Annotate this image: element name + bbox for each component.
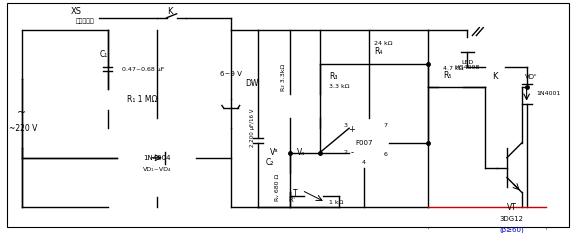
Text: 3DG12: 3DG12 xyxy=(500,216,524,222)
Text: R₁ 1 MΩ: R₁ 1 MΩ xyxy=(127,95,158,104)
Text: C₁: C₁ xyxy=(99,50,108,59)
Bar xyxy=(428,153,547,230)
Text: XS: XS xyxy=(71,7,82,16)
Text: Rᵥ 680 Ω: Rᵥ 680 Ω xyxy=(275,174,280,201)
Text: -: - xyxy=(351,148,354,157)
Text: DW: DW xyxy=(245,79,259,88)
Polygon shape xyxy=(224,99,238,109)
Polygon shape xyxy=(461,38,475,52)
Bar xyxy=(284,173,296,192)
Bar xyxy=(284,94,296,118)
Text: LED
HG4098: LED HG4098 xyxy=(455,60,480,70)
Bar xyxy=(314,94,325,118)
Text: T: T xyxy=(293,189,298,198)
Text: 1N4004: 1N4004 xyxy=(143,155,170,161)
Polygon shape xyxy=(118,118,196,197)
Circle shape xyxy=(10,102,33,125)
Text: 7: 7 xyxy=(384,123,388,128)
Text: R₂ 3.3kΩ: R₂ 3.3kΩ xyxy=(281,63,286,91)
Text: 0.47~0.68 μF: 0.47~0.68 μF xyxy=(122,67,165,72)
Text: C₂: C₂ xyxy=(266,158,274,167)
Text: 6~9 V: 6~9 V xyxy=(220,71,242,77)
Text: 24 kΩ: 24 kΩ xyxy=(374,41,392,46)
Circle shape xyxy=(82,11,90,19)
Bar xyxy=(374,59,403,71)
Text: 3.3 kΩ: 3.3 kΩ xyxy=(329,84,350,89)
Text: (β≥60): (β≥60) xyxy=(499,226,524,233)
Polygon shape xyxy=(349,118,389,168)
Text: 2 200 μF/16 V: 2 200 μF/16 V xyxy=(250,109,255,147)
Text: F007: F007 xyxy=(355,140,373,146)
Text: VDᶜ: VDᶜ xyxy=(525,74,537,80)
Text: ~220 V: ~220 V xyxy=(9,124,37,133)
Bar xyxy=(438,82,463,94)
Text: 4: 4 xyxy=(362,160,366,165)
Text: 6: 6 xyxy=(384,152,388,157)
Text: K: K xyxy=(167,7,172,16)
Text: Rᵀ: Rᵀ xyxy=(289,197,296,203)
Bar xyxy=(485,67,505,87)
Bar xyxy=(304,187,324,205)
Text: VD₁~VD₄: VD₁~VD₄ xyxy=(143,167,171,172)
Text: 3: 3 xyxy=(343,123,347,128)
Text: 1 kΩ: 1 kΩ xyxy=(329,200,344,205)
Text: R₃: R₃ xyxy=(329,72,338,81)
Text: 2: 2 xyxy=(343,150,347,155)
Bar xyxy=(81,8,98,22)
Bar xyxy=(101,89,113,110)
Text: Vᴮ: Vᴮ xyxy=(270,148,278,157)
Text: Vₐ: Vₐ xyxy=(297,148,305,157)
Text: 1N4001: 1N4001 xyxy=(536,91,560,96)
Text: +: + xyxy=(348,125,355,134)
Text: R₄: R₄ xyxy=(374,47,382,56)
Text: VT: VT xyxy=(507,202,517,212)
Text: K: K xyxy=(492,72,498,81)
Text: R₅: R₅ xyxy=(443,72,452,80)
Text: ~: ~ xyxy=(17,108,26,118)
Text: 电磁杯插座: 电磁杯插座 xyxy=(75,19,94,24)
Text: 4.7 kΩ: 4.7 kΩ xyxy=(443,65,463,71)
Circle shape xyxy=(90,11,98,19)
